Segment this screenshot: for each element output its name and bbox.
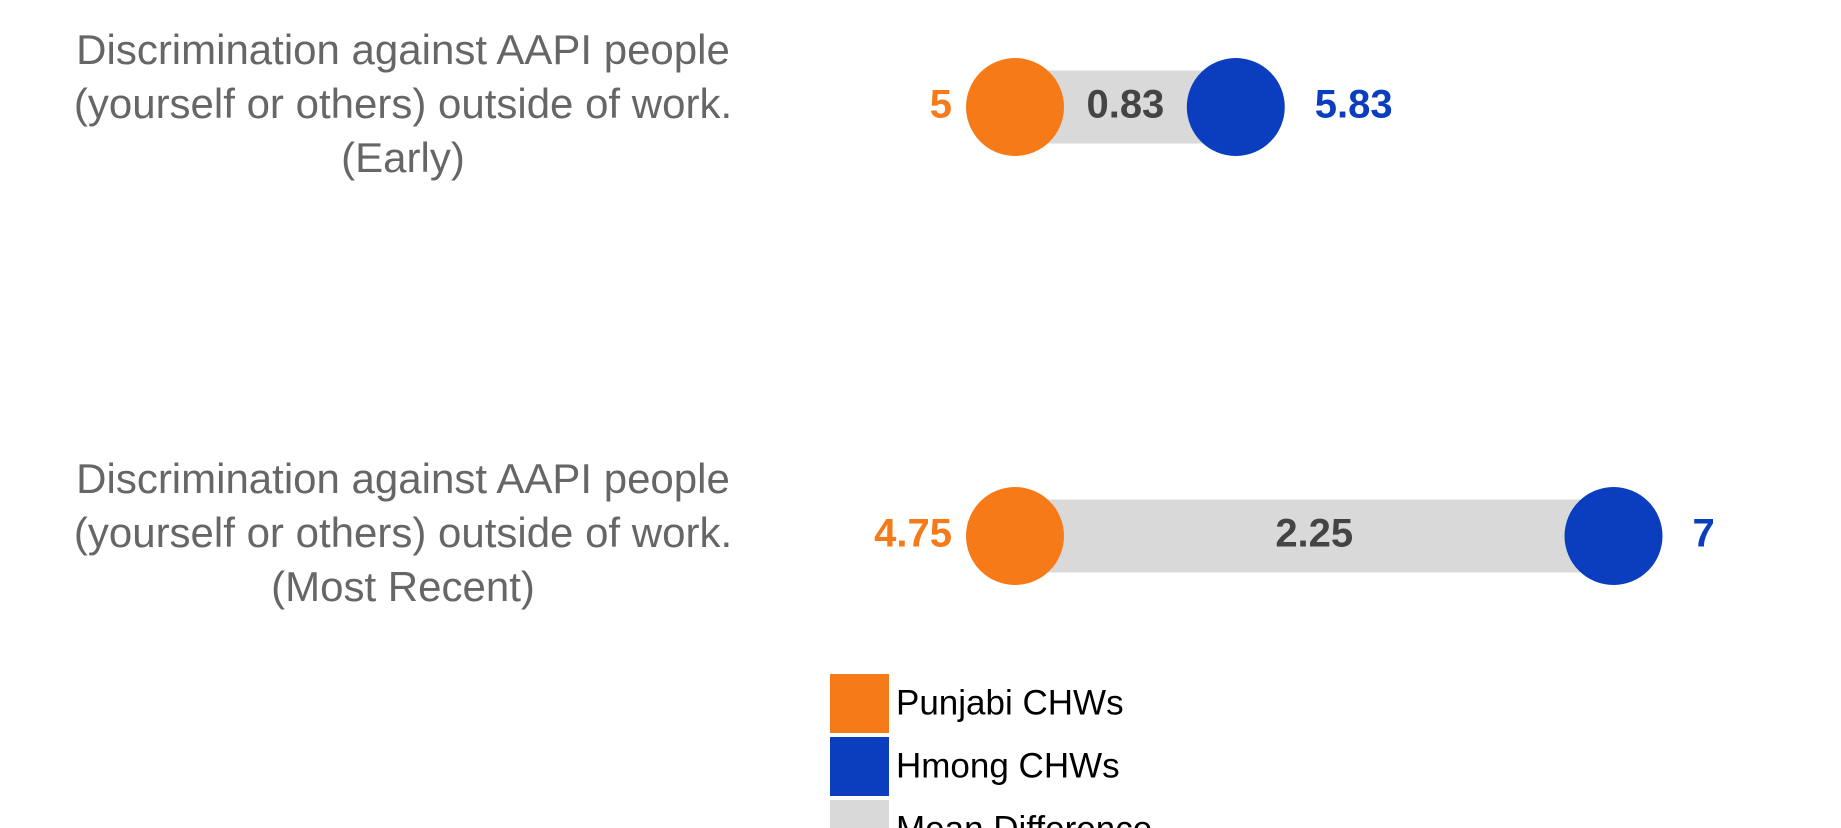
- data-label: 2.25: [1275, 512, 1353, 556]
- data-label: 7: [1693, 512, 1715, 556]
- dot: [1186, 58, 1285, 156]
- dot: [966, 58, 1064, 156]
- legend-swatch: [830, 800, 889, 828]
- dot: [966, 487, 1064, 585]
- difference-bar: [1015, 499, 1614, 573]
- data-label: 5: [930, 83, 952, 127]
- dot: [1564, 487, 1663, 585]
- category-label: Discrimination against AAPI people: [76, 26, 730, 73]
- legend-label: Mean Difference: [896, 809, 1152, 828]
- data-label: 0.83: [1086, 83, 1164, 127]
- category-label: (yourself or others) outside of work.: [74, 509, 732, 556]
- category-label: (Most Recent): [271, 563, 535, 610]
- legend-label: Punjabi CHWs: [896, 683, 1124, 722]
- category-label: (yourself or others) outside of work.: [74, 80, 732, 127]
- data-label: 4.75: [874, 512, 952, 556]
- legend-swatch: [830, 737, 889, 796]
- data-label: 5.83: [1315, 83, 1393, 127]
- legend-label: Hmong CHWs: [896, 746, 1120, 785]
- legend-swatch: [830, 674, 889, 733]
- category-label: (Early): [341, 134, 465, 181]
- category-label: Discrimination against AAPI people: [76, 455, 730, 502]
